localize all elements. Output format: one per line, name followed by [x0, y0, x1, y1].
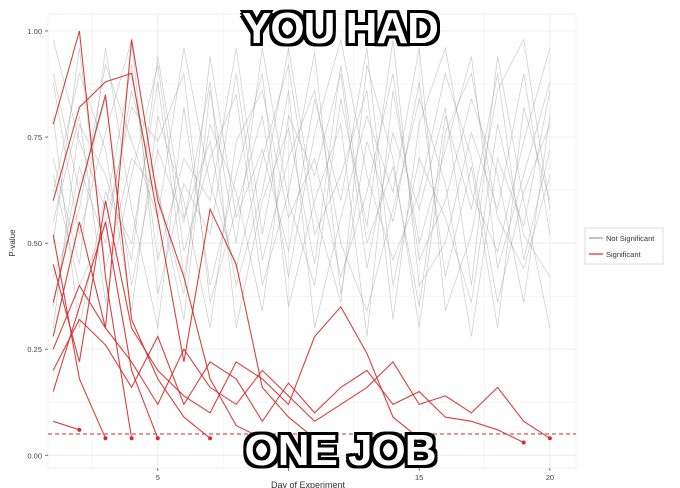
not-significant-series-line	[52, 47, 551, 307]
not-significant-series-line	[52, 52, 551, 329]
significant-endpoint	[103, 436, 108, 441]
plot-panel	[47, 13, 577, 469]
significant-endpoint	[312, 436, 317, 441]
significant-endpoint	[547, 436, 552, 441]
significant-series-line	[52, 94, 211, 439]
legend: Not Significant Significant	[584, 227, 664, 265]
significant-series-line	[52, 318, 524, 443]
significant-endpoint	[155, 436, 160, 441]
axis-layer: 0.00 0.25 0.50 0.75 1.00 5 15 20	[27, 27, 554, 482]
not-significant-series-line	[52, 47, 551, 337]
significant-endpoint	[77, 427, 82, 432]
legend-box	[584, 227, 664, 265]
legend-significant-label: Significant	[606, 250, 642, 259]
x-tick-label: 15	[415, 473, 423, 482]
significant-endpoint	[521, 440, 526, 445]
significant-series-line	[52, 221, 159, 439]
y-tick-label: 0.75	[27, 133, 42, 142]
meme-top-caption: YOU HAD	[242, 4, 439, 53]
not-significant-series-line	[52, 47, 551, 329]
significant-endpoint	[208, 436, 213, 441]
legend-not-significant-label: Not Significant	[606, 234, 655, 243]
x-tick-label: 5	[156, 473, 160, 482]
not-significant-series-line	[52, 64, 551, 329]
y-tick-label: 0.00	[27, 451, 42, 460]
significant-series-line	[52, 200, 420, 439]
significant-endpoint	[260, 436, 265, 441]
x-axis-title: Day of Experiment	[271, 480, 346, 488]
significant-endpoint	[129, 436, 134, 441]
significant-series-line	[52, 30, 133, 439]
significant-series-line	[53, 420, 80, 431]
y-tick-label: 1.00	[27, 27, 42, 36]
not-significant-series-line	[52, 46, 551, 320]
not-significant-series-line	[52, 56, 551, 329]
y-axis-title: P-value	[8, 229, 17, 257]
x-tick-label: 20	[546, 473, 554, 482]
not-significant-series-line	[52, 39, 551, 320]
significant-series-line	[52, 72, 315, 439]
significant-series-line	[52, 284, 551, 439]
not-significant-lines	[52, 38, 551, 337]
y-tick-label: 0.50	[27, 239, 42, 248]
significant-series-line	[52, 234, 107, 439]
significant-series-line	[52, 39, 263, 439]
not-significant-series-line	[52, 39, 551, 303]
grid-layer	[47, 13, 577, 469]
y-tick-label: 0.25	[27, 345, 42, 354]
significant-lines	[52, 30, 552, 445]
significant-endpoint	[417, 436, 422, 441]
meme-bottom-caption: ONE JOB	[244, 426, 436, 475]
not-significant-series-line	[52, 39, 551, 337]
not-significant-series-line	[52, 72, 551, 329]
